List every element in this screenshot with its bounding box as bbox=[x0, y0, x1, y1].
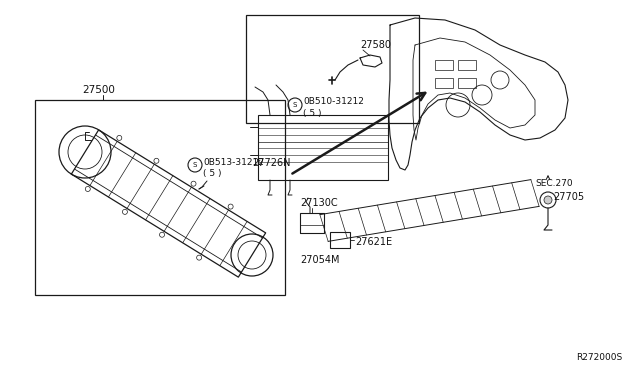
Bar bbox=[246, 15, 419, 123]
Text: ( 5 ): ( 5 ) bbox=[203, 169, 221, 177]
Bar bbox=[258, 115, 388, 180]
Text: SEC.270: SEC.270 bbox=[535, 179, 573, 187]
Text: 27705: 27705 bbox=[553, 192, 584, 202]
Bar bbox=[300, 213, 324, 233]
Text: S: S bbox=[193, 162, 197, 168]
Text: 27054M: 27054M bbox=[300, 255, 339, 265]
Text: 27130C: 27130C bbox=[300, 198, 338, 208]
Text: 0B510-31212: 0B510-31212 bbox=[303, 96, 364, 106]
Circle shape bbox=[544, 196, 552, 204]
Text: 27726N: 27726N bbox=[252, 158, 291, 168]
Bar bbox=[300, 225, 324, 233]
Bar bbox=[435, 78, 453, 88]
Text: S: S bbox=[293, 102, 297, 108]
Bar bbox=[35, 100, 285, 295]
Bar bbox=[330, 232, 350, 248]
Text: R272000S: R272000S bbox=[576, 353, 622, 362]
Text: 27621E: 27621E bbox=[355, 237, 392, 247]
Text: 27500: 27500 bbox=[82, 85, 115, 95]
Bar bbox=[458, 60, 476, 70]
Text: ( 5 ): ( 5 ) bbox=[303, 109, 321, 118]
Text: 27580: 27580 bbox=[360, 40, 391, 50]
Text: 0B513-31212: 0B513-31212 bbox=[203, 157, 264, 167]
Bar bbox=[435, 60, 453, 70]
Bar bbox=[458, 78, 476, 88]
